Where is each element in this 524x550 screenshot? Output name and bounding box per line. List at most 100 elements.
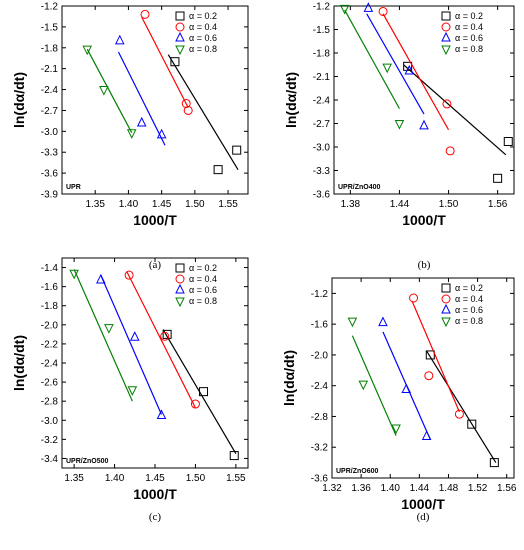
data-point (229, 451, 239, 461)
sample-label: UPR/ZnO500 (66, 458, 109, 465)
y-axis-title: ln(dα/dt) (11, 335, 27, 391)
x-tick-label: 1.40 (381, 483, 401, 494)
x-tick-label: 1.56 (497, 483, 517, 494)
x-tick-label: 1.35 (85, 199, 105, 210)
fit-line (366, 13, 425, 115)
legend-marker (441, 303, 451, 314)
legend-label: α = 0.6 (455, 305, 483, 315)
y-tick-label: -1.2 (41, 2, 59, 13)
x-tick-label: 1.52 (468, 483, 488, 494)
legend-marker (175, 283, 185, 294)
legend-label: α = 0.4 (189, 22, 217, 32)
data-point (401, 383, 412, 394)
fit-line (344, 9, 400, 109)
y-axis-title: ln(dα/dt) (283, 72, 299, 128)
legend-label: α = 0.2 (189, 263, 217, 273)
legend-marker (175, 11, 185, 21)
data-point (445, 146, 455, 156)
y-tick-label: -1.5 (313, 25, 331, 36)
data-point (82, 45, 93, 56)
data-point (127, 386, 138, 396)
y-tick-label: -1.6 (41, 282, 59, 293)
series-2 (96, 273, 167, 419)
y-tick-label: -3.4 (41, 454, 59, 465)
fit-line (351, 335, 397, 436)
legend-label: α = 0.4 (455, 22, 483, 32)
plot-frame (61, 5, 249, 195)
legend-marker (441, 283, 451, 293)
panel-caption: (a) (149, 259, 162, 271)
series-3 (82, 45, 137, 139)
data-point (421, 430, 432, 440)
data-point (170, 57, 180, 67)
x-tick-label: 1.36 (351, 483, 371, 494)
y-tick-label: -2.4 (313, 96, 331, 107)
x-tick-label: 1.32 (322, 483, 342, 494)
series-0 (425, 350, 499, 468)
y-tick-label: -1.4 (41, 263, 59, 274)
data-point (467, 419, 477, 429)
data-point (129, 331, 140, 341)
data-point (136, 116, 147, 127)
legend-marker (175, 297, 185, 308)
x-tick-label: 1.44 (390, 199, 410, 210)
panel-caption: (b) (418, 259, 431, 271)
y-tick-label: -2.0 (41, 320, 59, 331)
legend-marker (175, 31, 185, 42)
y-tick-label: -2.1 (313, 72, 331, 83)
data-point (181, 98, 191, 108)
y-tick-label: -2.2 (41, 339, 59, 350)
data-point (96, 273, 106, 284)
legend-marker (175, 263, 185, 273)
series-1 (409, 293, 464, 419)
fit-line (86, 48, 133, 134)
series-3 (347, 317, 401, 436)
sample-label: UPR/ZnO400 (338, 184, 381, 191)
data-point (493, 173, 503, 183)
legend-marker (175, 22, 185, 32)
legend-label: α = 0.6 (189, 285, 217, 295)
y-tick-label: -2.8 (311, 412, 329, 423)
data-point (419, 119, 429, 130)
data-point (424, 371, 434, 381)
data-point (104, 324, 114, 334)
y-tick-label: -3.0 (41, 416, 59, 427)
x-axis-title: 1000/T (133, 486, 177, 502)
y-tick-label: -1.6 (311, 320, 329, 331)
legend-label: α = 0.2 (455, 283, 483, 293)
y-tick-label: -2.4 (41, 359, 59, 370)
data-point (124, 270, 134, 280)
y-tick-label: -3.6 (41, 169, 59, 180)
series-3 (69, 269, 138, 402)
data-point (156, 128, 167, 139)
legend-marker (175, 45, 185, 56)
data-point (69, 269, 79, 280)
series-1 (140, 9, 193, 115)
chart-panel-3: -1.2 -1.6 -2.0 -2.4 -2.8 -3.2 -3.61.32 1.36 1.40… (281, 277, 517, 512)
data-point (382, 63, 392, 74)
x-tick-label: 1.40 (105, 473, 125, 484)
data-point (140, 9, 150, 19)
data-point (378, 316, 388, 327)
panel-caption: (c) (149, 511, 162, 523)
sample-label: UPR (66, 184, 81, 191)
y-tick-label: -3.9 (41, 190, 59, 201)
data-point (213, 165, 223, 175)
y-tick-label: -2.0 (311, 350, 329, 361)
legend-marker (441, 294, 451, 304)
y-tick-label: -2.7 (41, 106, 59, 117)
data-point (99, 86, 109, 96)
fit-line (73, 269, 133, 402)
fit-line (141, 16, 189, 108)
y-tick-label: -1.8 (313, 49, 331, 60)
x-tick-label: 1.50 (185, 199, 205, 210)
sample-label: UPR/ZnO600 (336, 468, 379, 475)
legend-label: α = 0.2 (189, 11, 217, 21)
x-tick-label: 1.48 (439, 483, 459, 494)
x-tick-label: 1.40 (119, 199, 139, 210)
series-2 (378, 316, 432, 440)
x-tick-label: 1.56 (488, 199, 508, 210)
y-tick-label: -1.2 (313, 2, 331, 13)
data-point (409, 293, 419, 303)
